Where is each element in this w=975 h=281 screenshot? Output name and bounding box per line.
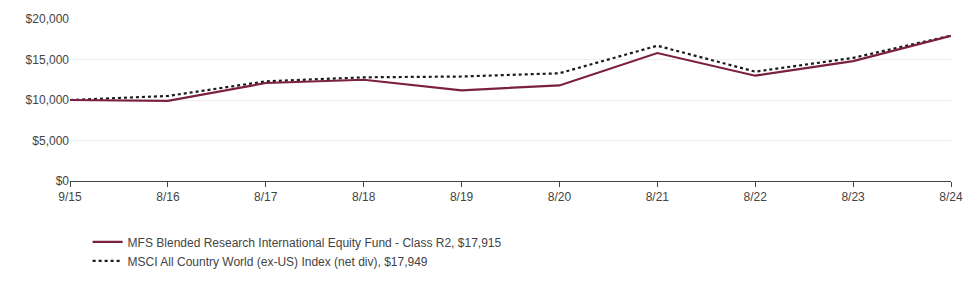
svg-text:8/23: 8/23	[841, 190, 865, 204]
svg-text:8/17: 8/17	[254, 190, 278, 204]
svg-text:8/22: 8/22	[744, 190, 768, 204]
svg-text:MSCI All Country World (ex-US): MSCI All Country World (ex-US) Index (ne…	[128, 255, 428, 269]
svg-text:$0: $0	[56, 174, 70, 188]
svg-text:8/19: 8/19	[450, 190, 474, 204]
svg-text:8/18: 8/18	[352, 190, 376, 204]
svg-text:$15,000: $15,000	[26, 53, 70, 67]
svg-text:8/21: 8/21	[646, 190, 670, 204]
svg-text:8/24: 8/24	[939, 190, 963, 204]
svg-text:8/16: 8/16	[156, 190, 180, 204]
svg-text:$20,000: $20,000	[26, 12, 70, 26]
svg-text:MFS Blended Research Internati: MFS Blended Research International Equit…	[128, 236, 502, 250]
svg-text:$5,000: $5,000	[32, 134, 69, 148]
svg-text:8/20: 8/20	[548, 190, 572, 204]
svg-text:$10,000: $10,000	[26, 93, 70, 107]
svg-text:9/15: 9/15	[58, 190, 82, 204]
